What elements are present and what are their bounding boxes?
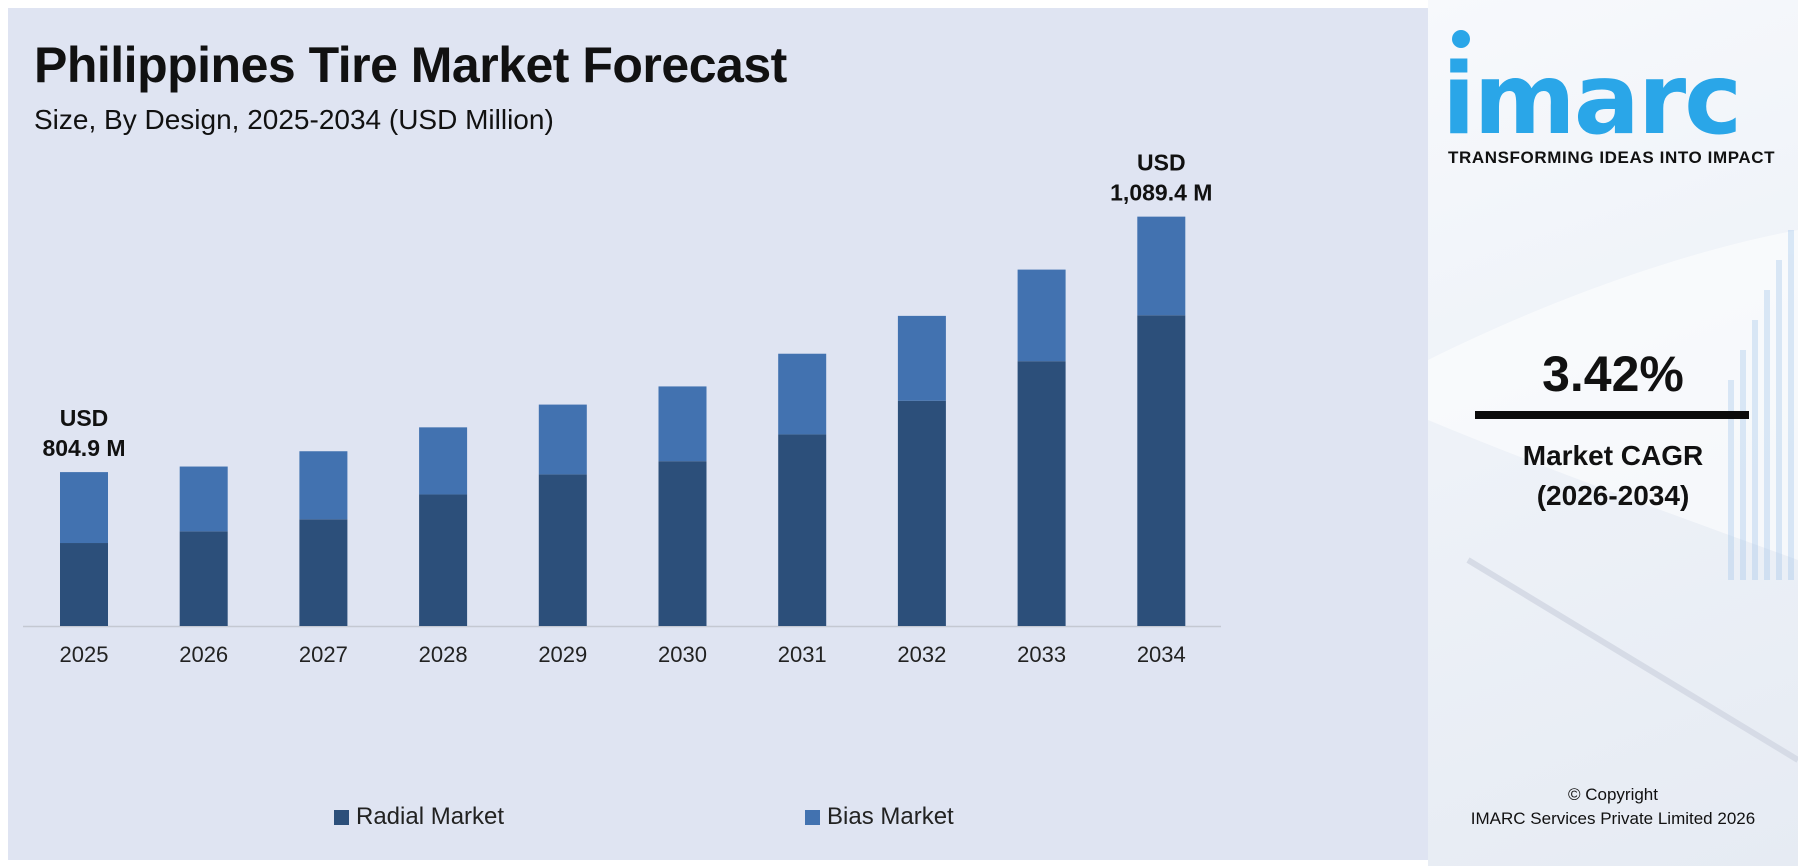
bar-bias-2033 — [1017, 269, 1066, 362]
logo-tagline: TRANSFORMING IDEAS INTO IMPACT — [1448, 148, 1776, 167]
bar-bias-2030 — [658, 386, 707, 462]
bar-bias-2026 — [179, 466, 228, 532]
imarc-logo: imarc — [1442, 22, 1792, 150]
chart-panel: Philippines Tire Market Forecast Size, B… — [8, 8, 1428, 860]
x-tick-label-2025: 2025 — [60, 642, 109, 667]
legend-label-bias: Bias Market — [827, 803, 954, 830]
copyright-line1: © Copyright — [1567, 785, 1658, 804]
chart-subtitle: Size, By Design, 2025-2034 (USD Million) — [34, 104, 554, 135]
legend-swatch-bias — [805, 809, 820, 825]
bar-radial-2028 — [419, 494, 468, 626]
background-decoration — [1428, 230, 1798, 763]
bar-bias-2031 — [778, 353, 827, 435]
legend-item-radial: Radial Market — [334, 803, 504, 831]
x-tick-label-2031: 2031 — [778, 642, 827, 667]
bar-radial-2032 — [897, 400, 946, 626]
data-label-2034-line2: 1,089.4 M — [1110, 180, 1212, 206]
bar-radial-2031 — [778, 434, 827, 626]
x-tick-label-2030: 2030 — [658, 642, 707, 667]
x-tick-label-2032: 2032 — [897, 642, 946, 667]
bar-bias-2032 — [897, 315, 946, 401]
bar-radial-2025 — [60, 543, 108, 626]
copyright-line2: IMARC Services Private Limited 2026 — [1470, 809, 1756, 828]
bar-bias-2025 — [60, 472, 108, 544]
bar-radial-2033 — [1017, 361, 1066, 626]
legend-swatch-radial — [334, 809, 349, 825]
legend-item-bias: Bias Market — [805, 803, 954, 831]
bar-bias-2034 — [1137, 216, 1186, 316]
bar-radial-2027 — [299, 519, 348, 626]
side-panel: imarc TRANSFORMING IDEAS INTO IMPACT 3.4… — [1428, 0, 1798, 866]
data-label-2034-line1: USD — [1137, 150, 1186, 176]
bar-bias-2028 — [419, 427, 468, 495]
bar-radial-2034 — [1137, 315, 1186, 626]
x-tick-label-2027: 2027 — [299, 642, 348, 667]
bar-bias-2029 — [538, 404, 587, 475]
logo-dot — [1452, 30, 1470, 48]
cagr-divider — [1475, 411, 1749, 419]
bar-chart: 2025 2026 2027 2028 2029 2030 2031 2032 2033 2034… — [23, 150, 1221, 667]
data-label-2025-line1: USD — [60, 405, 109, 431]
cagr-label-line2: (2026-2034) — [1536, 480, 1690, 511]
bar-radial-2026 — [179, 531, 228, 626]
x-tick-label-2026: 2026 — [179, 642, 228, 667]
chart-title: Philippines Tire Market Forecast — [34, 37, 787, 93]
cagr-label: Market CAGR (2026-2034) — [1428, 436, 1798, 516]
copyright: © Copyright IMARC Services Private Limit… — [1428, 783, 1798, 831]
x-tick-label-2033: 2033 — [1017, 642, 1066, 667]
bar-bias-2027 — [299, 451, 348, 520]
cagr-value: 3.42% — [1542, 346, 1684, 402]
bar-radial-2030 — [658, 461, 707, 626]
chart-legend: Radial Market Bias Market — [8, 803, 1428, 843]
x-tick-label-2029: 2029 — [538, 642, 587, 667]
bar-radial-2029 — [538, 474, 587, 626]
x-tick-label-2034: 2034 — [1137, 642, 1186, 667]
legend-label-radial: Radial Market — [356, 803, 505, 830]
logo-wordmark: imarc — [1442, 43, 1742, 157]
cagr-label-line1: Market CAGR — [1522, 440, 1704, 471]
data-label-2025-line2: 804.9 M — [42, 435, 125, 461]
x-tick-label-2028: 2028 — [419, 642, 468, 667]
